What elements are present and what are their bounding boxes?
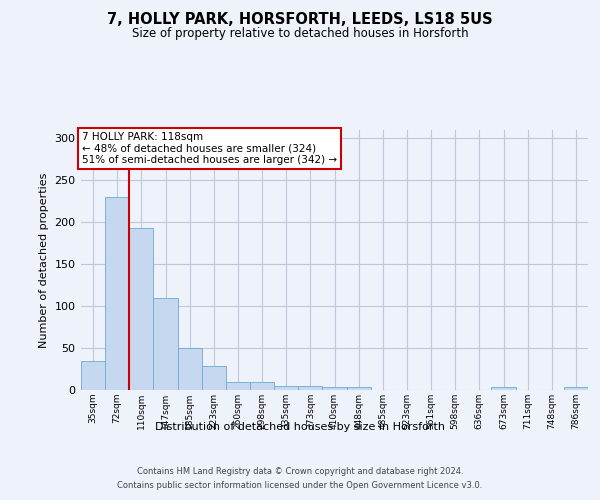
Bar	[154, 298, 178, 390]
Bar	[81, 360, 105, 390]
Bar	[105, 197, 129, 390]
Bar	[347, 388, 371, 390]
Text: Distribution of detached houses by size in Horsforth: Distribution of detached houses by size …	[155, 422, 445, 432]
Text: Contains HM Land Registry data © Crown copyright and database right 2024.: Contains HM Land Registry data © Crown c…	[137, 468, 463, 476]
Bar	[274, 386, 298, 390]
Text: Contains public sector information licensed under the Open Government Licence v3: Contains public sector information licen…	[118, 481, 482, 490]
Bar	[491, 388, 515, 390]
Text: Size of property relative to detached houses in Horsforth: Size of property relative to detached ho…	[131, 28, 469, 40]
Text: 7 HOLLY PARK: 118sqm
← 48% of detached houses are smaller (324)
51% of semi-deta: 7 HOLLY PARK: 118sqm ← 48% of detached h…	[82, 132, 337, 165]
Y-axis label: Number of detached properties: Number of detached properties	[39, 172, 49, 348]
Bar	[129, 228, 154, 390]
Bar	[250, 382, 274, 390]
Bar	[202, 366, 226, 390]
Bar	[322, 388, 347, 390]
Bar	[564, 388, 588, 390]
Bar	[298, 386, 322, 390]
Text: 7, HOLLY PARK, HORSFORTH, LEEDS, LS18 5US: 7, HOLLY PARK, HORSFORTH, LEEDS, LS18 5U…	[107, 12, 493, 28]
Bar	[178, 348, 202, 390]
Bar	[226, 382, 250, 390]
